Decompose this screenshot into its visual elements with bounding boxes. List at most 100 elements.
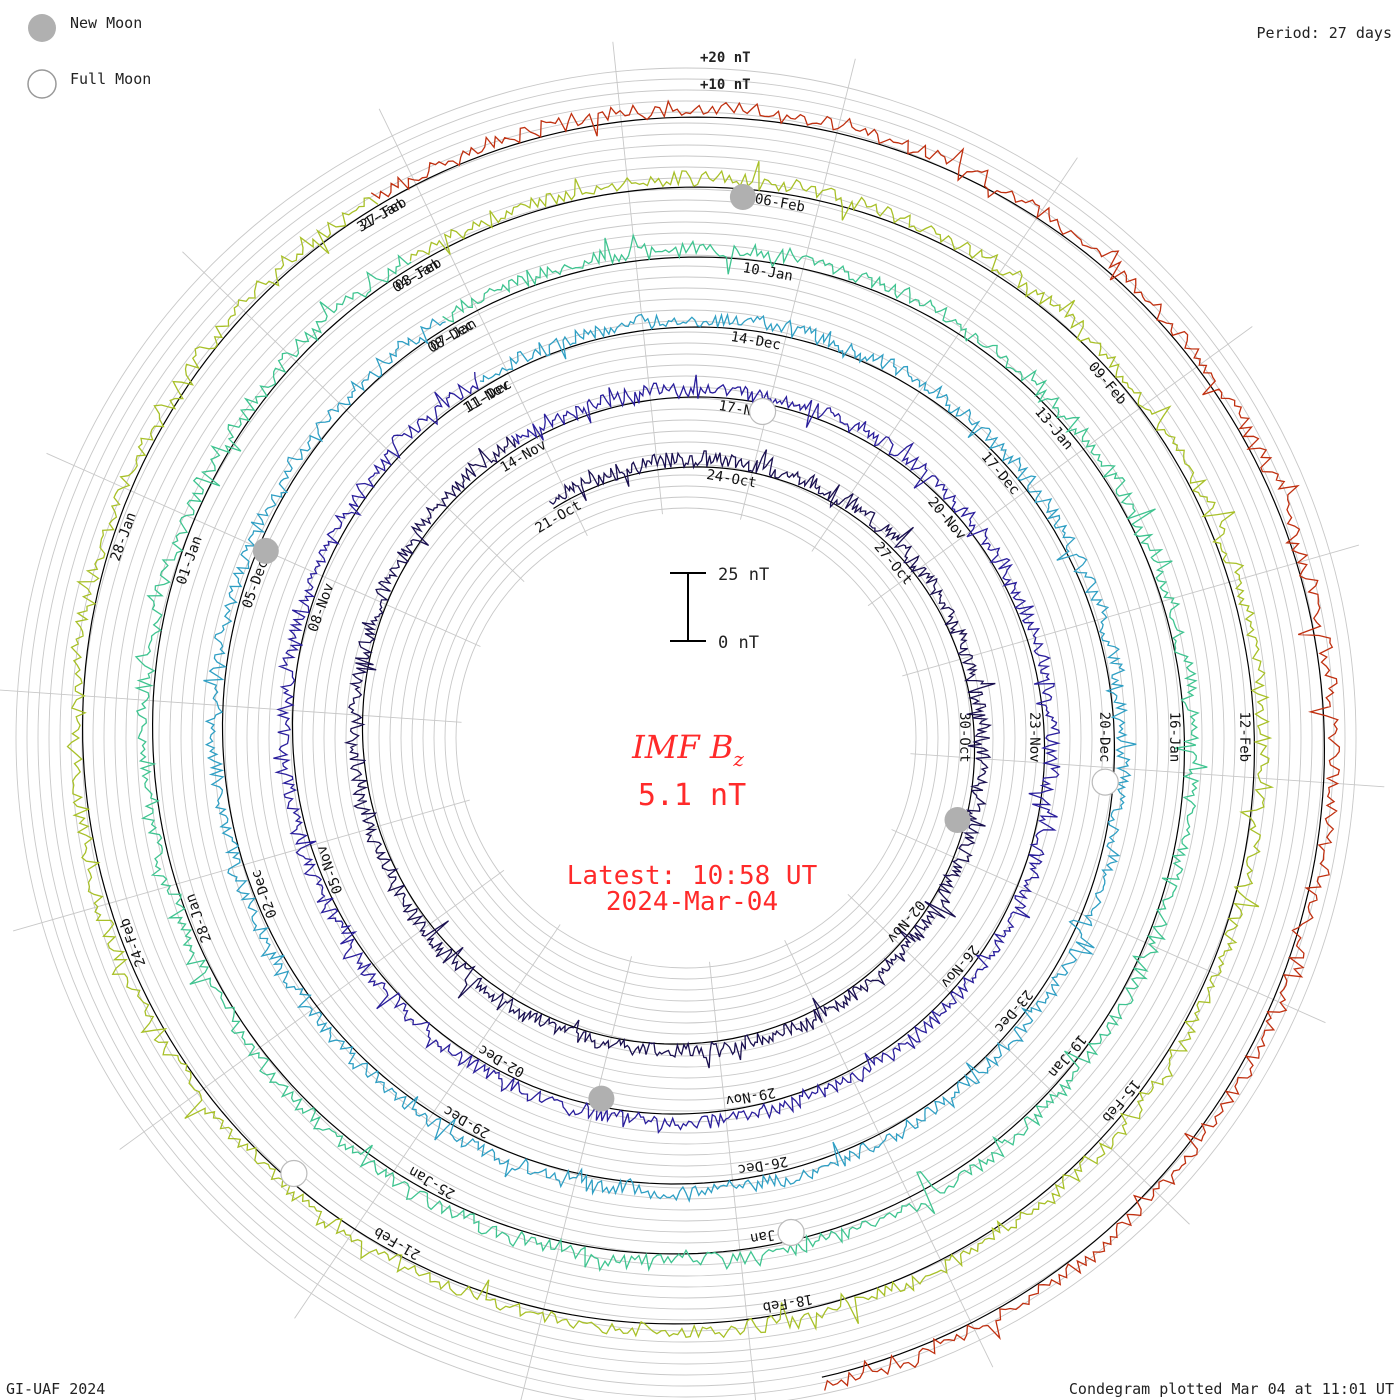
radial-grid	[15, 67, 1357, 1400]
date-label: 12-Feb	[1236, 711, 1252, 762]
radial-spoke	[910, 753, 1385, 788]
bz-trace-1	[273, 371, 1061, 1135]
date-label: 28-Jan	[108, 510, 140, 563]
date-label: 29-Nov	[724, 1084, 777, 1109]
grid-circle	[268, 320, 1104, 1156]
grid-circle	[70, 122, 1302, 1354]
grid-circle	[213, 265, 1159, 1211]
grid-circle	[136, 188, 1236, 1288]
radial-spoke	[784, 940, 994, 1368]
latest-time: Latest: 10:58 UT	[567, 861, 818, 891]
latest-date: 2024-Mar-04	[606, 887, 778, 917]
new-moon-marker	[729, 184, 756, 210]
date-label: 29-Dec	[441, 1102, 493, 1141]
grid-circle	[433, 485, 939, 991]
grid-circle	[147, 199, 1225, 1277]
grid-label-10: +10 nT	[700, 77, 751, 93]
baseline-spiral	[81, 116, 1326, 1378]
radial-spoke	[520, 956, 633, 1400]
date-label: 21-Oct	[533, 498, 585, 537]
scale-bottom-label: 0 nT	[718, 633, 759, 653]
grid-circle	[279, 331, 1093, 1145]
date-label: 16-Jan	[1166, 712, 1182, 763]
full-moon-marker	[777, 1218, 805, 1247]
grid-circle	[235, 287, 1137, 1189]
date-label: 18-Feb	[761, 1290, 814, 1315]
radial-spoke	[891, 829, 1326, 1024]
full-moon-marker	[280, 1159, 308, 1188]
grid-circle	[422, 474, 950, 1002]
grid-circle	[81, 133, 1291, 1343]
grid-circle	[59, 111, 1313, 1365]
full-moon-label: Full Moon	[70, 70, 151, 88]
date-label: 17-Dec	[978, 449, 1023, 498]
grid-circle	[444, 496, 928, 980]
date-label: 08-Nov	[305, 581, 337, 634]
date-label: 05-Dec	[239, 558, 271, 611]
radial-spoke	[847, 893, 1190, 1225]
date-label: 14-Dec	[729, 329, 782, 354]
grid-circle	[26, 78, 1346, 1398]
period-label: Period: 27 days	[1257, 24, 1392, 42]
grid-circle	[92, 144, 1280, 1332]
bz-trace-4	[66, 161, 1275, 1339]
parameter-title: IMF Bz	[631, 728, 744, 771]
radial-spoke	[182, 251, 525, 583]
radial-spokes	[0, 41, 1385, 1400]
grid-circle	[378, 430, 994, 1046]
grid-circle	[290, 342, 1082, 1134]
radial-spoke	[12, 799, 470, 932]
bz-trace-2	[203, 312, 1137, 1203]
date-label: 21-Feb	[371, 1223, 423, 1262]
grid-circle	[400, 452, 972, 1024]
date-label: 06-Feb	[754, 191, 807, 216]
bz-trace-5	[370, 99, 1341, 1391]
grid-circle	[345, 397, 1027, 1079]
radial-spoke	[811, 157, 1078, 552]
grid-circle	[202, 254, 1170, 1222]
grid-circle	[37, 89, 1335, 1387]
date-label: 26-Nov	[937, 942, 982, 991]
radial-spoke	[739, 58, 856, 520]
full-moon-marker	[748, 397, 777, 426]
date-label: 05-Nov	[314, 843, 347, 896]
full-moon-icon	[27, 69, 57, 99]
grid-circle	[323, 375, 1049, 1101]
date-label: 09-Feb	[1085, 359, 1130, 408]
date-label: 30-Oct	[956, 712, 972, 763]
grid-circle	[334, 386, 1038, 1090]
grid-circle	[356, 408, 1016, 1068]
new-moon-marker	[252, 537, 279, 564]
date-label: 26-Dec	[737, 1153, 790, 1178]
grid-circle	[312, 364, 1060, 1112]
grid-circle	[367, 419, 1005, 1057]
radial-spoke	[709, 961, 757, 1400]
current-value: 5.1 nT	[638, 778, 746, 813]
grid-circle	[158, 210, 1214, 1266]
grid-circle	[48, 100, 1324, 1376]
new-moon-marker	[588, 1085, 615, 1112]
radial-spoke	[612, 41, 663, 515]
new-moon-icon	[28, 14, 56, 42]
new-moon-label: New Moon	[70, 14, 142, 32]
grid-circle	[15, 67, 1357, 1400]
date-label: 19-Jan	[1045, 1031, 1090, 1080]
bz-trace-3	[134, 232, 1208, 1272]
grid-circle	[224, 276, 1148, 1200]
radial-spoke	[867, 326, 1253, 607]
radial-spoke	[294, 924, 561, 1319]
new-moon-marker	[944, 807, 971, 833]
grid-circle	[301, 353, 1071, 1123]
data-traces	[66, 99, 1341, 1391]
grid-circle	[125, 177, 1247, 1299]
grid-label-20: +20 nT	[700, 50, 751, 66]
grid-circle	[389, 441, 983, 1035]
grid-circle	[191, 243, 1181, 1233]
moon-markers	[252, 184, 1119, 1247]
plotted-label: Condegram plotted Mar 04 at 11:01 UT	[1069, 1380, 1394, 1398]
date-label: 23-Nov	[1026, 712, 1042, 763]
grid-circle	[246, 298, 1126, 1178]
radial-spoke	[0, 689, 462, 723]
scale-top-label: 25 nT	[718, 565, 769, 585]
